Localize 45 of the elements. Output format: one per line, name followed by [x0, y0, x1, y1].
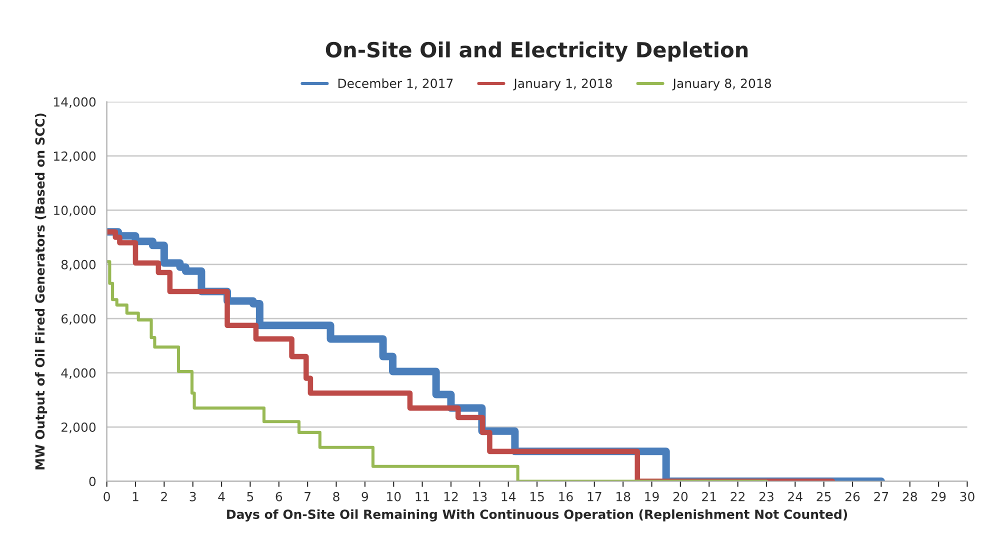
x-tick-label: 21	[702, 492, 716, 502]
x-tick-label: 11	[416, 492, 430, 502]
legend-label: January 1, 2018	[513, 78, 612, 90]
x-tick-label: 24	[788, 492, 802, 502]
x-tick-label: 8	[333, 492, 340, 502]
y-axis-title: MW Output of Oil Fired Generators (Based on SCC)	[35, 114, 48, 470]
x-tick-label: 28	[902, 492, 917, 502]
y-tick-label: 12,000	[54, 151, 96, 162]
x-axis-title: Days of On-Site Oil Remaining With Continuous Operation (Replenishment Not Counted)	[227, 509, 848, 522]
x-tick-label: 12	[444, 492, 458, 502]
x-tick-label: 22	[730, 492, 744, 502]
x-tick-label: 17	[588, 492, 602, 502]
x-tick-label: 27	[874, 492, 888, 502]
y-tick-label: 8,000	[61, 260, 96, 271]
y-tick-label: 6,000	[61, 314, 96, 325]
x-tick-label: 29	[932, 492, 946, 502]
chart-title: On-Site Oil and Electricity Depletion	[326, 41, 748, 62]
x-tick-label: 5	[247, 492, 254, 502]
x-tick-label: 6	[276, 492, 282, 502]
x-tick-label: 14	[502, 492, 516, 502]
x-tick-label: 9	[362, 492, 368, 502]
legend-label: December 1, 2017	[338, 78, 453, 90]
x-tick-label: 25	[816, 492, 831, 502]
y-tick-label: 10,000	[54, 206, 96, 216]
x-tick-label: 2	[161, 492, 167, 502]
x-tick-label: 4	[218, 492, 225, 502]
x-tick-label: 20	[673, 492, 688, 502]
x-tick-label: 15	[530, 492, 544, 502]
x-tick-label: 16	[559, 492, 573, 502]
x-tick-label: 7	[304, 492, 310, 502]
y-tick-label: 2,000	[62, 422, 96, 434]
x-tick-label: 18	[616, 492, 630, 502]
x-tick-label: 23	[759, 492, 774, 502]
y-tick-label: 4,000	[61, 368, 96, 380]
x-tick-label: 13	[473, 492, 487, 502]
x-tick-label: 26	[845, 492, 860, 502]
x-tick-label: 1	[132, 492, 138, 502]
legend-label: January 8, 2018	[672, 78, 771, 90]
x-tick-label: 10	[387, 492, 401, 502]
y-tick-label: 0	[89, 476, 96, 486]
y-tick-label: 14,000	[54, 97, 96, 108]
x-tick-label: 0	[104, 492, 110, 502]
x-tick-label: 3	[190, 492, 196, 502]
x-tick-label: 19	[645, 492, 659, 502]
x-tick-label: 30	[960, 492, 974, 502]
